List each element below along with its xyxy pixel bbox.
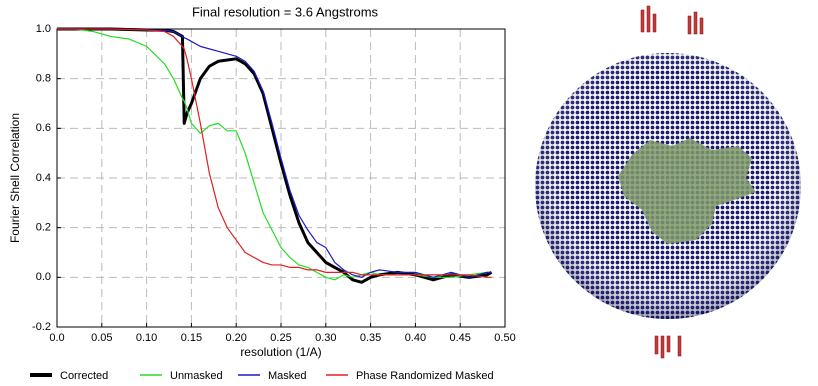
legend-item: Phase Randomized Masked — [326, 370, 494, 382]
angular-distribution — [535, 6, 801, 358]
x-tick-label: 0.35 — [360, 332, 381, 344]
x-axis-label: resolution (1/A) — [240, 345, 321, 359]
legend-label: Phase Randomized Masked — [356, 370, 494, 382]
series-line — [57, 29, 492, 277]
legend-item: Unmasked — [140, 370, 223, 382]
x-tick-label: 0.25 — [270, 332, 291, 344]
x-tick-label: 0.10 — [136, 332, 157, 344]
y-tick-label: -0.2 — [32, 321, 51, 333]
y-tick-label: 0.6 — [36, 122, 51, 134]
x-tick-label: 0.20 — [225, 332, 246, 344]
legend-item: Corrected — [30, 370, 108, 382]
x-tick-label: 0.30 — [315, 332, 336, 344]
y-tick-label: 0.4 — [36, 172, 51, 184]
y-tick-label: 0.2 — [36, 222, 51, 234]
series-line — [57, 29, 492, 282]
x-tick-label: 0.05 — [91, 332, 112, 344]
y-tick-label: 0.8 — [36, 73, 51, 85]
series-line — [57, 29, 492, 280]
x-tick-label: 0.45 — [449, 332, 470, 344]
x-tick-label: 0.15 — [181, 332, 202, 344]
legend-label: Unmasked — [170, 370, 223, 382]
spikes-bottom — [655, 336, 681, 358]
legend-label: Masked — [268, 370, 307, 382]
y-axis-label: Fourier Shell Correlation — [8, 113, 22, 243]
x-tick-label: 0.50 — [494, 332, 515, 344]
y-tick-label: 1.0 — [36, 23, 51, 35]
legend-item: Masked — [238, 370, 307, 382]
spikes-top — [641, 6, 703, 34]
series-line — [57, 29, 492, 277]
chart-title: Final resolution = 3.6 Angstroms — [192, 4, 379, 19]
chart: Final resolution = 3.6 Angstroms-0.20.00… — [0, 0, 818, 386]
x-tick-label: 0.0 — [49, 332, 64, 344]
legend-label: Corrected — [60, 370, 108, 382]
y-tick-label: 0.0 — [36, 271, 51, 283]
x-tick-label: 0.40 — [405, 332, 426, 344]
